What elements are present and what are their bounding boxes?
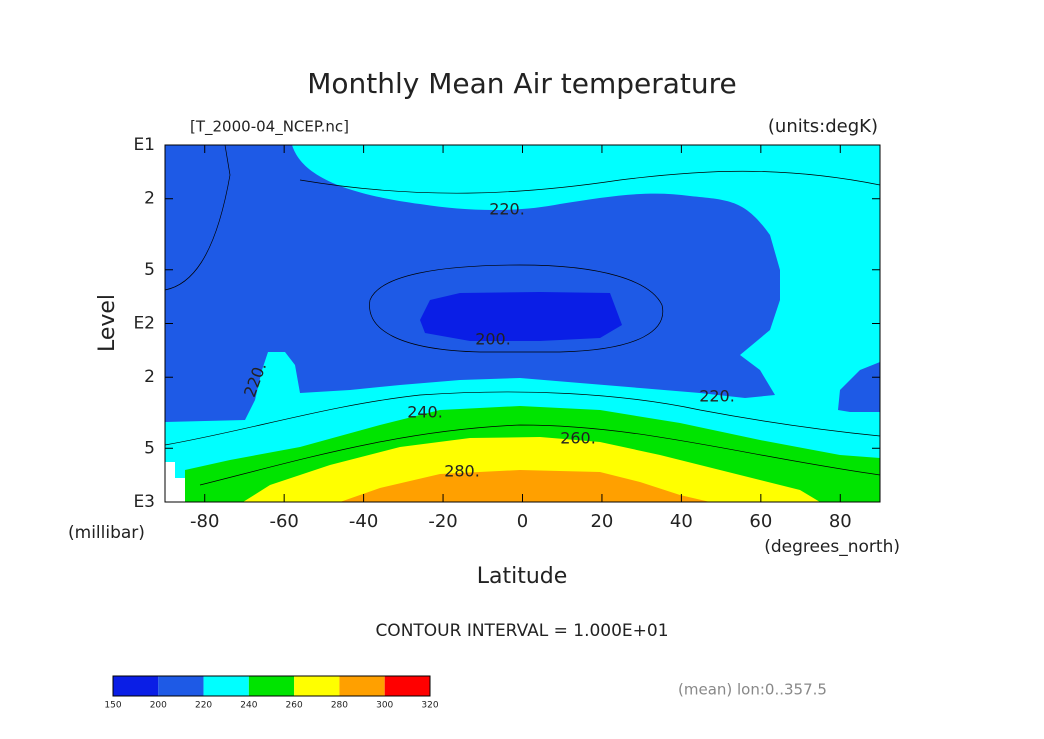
footnote: (mean) lon:0..357.5 — [678, 681, 827, 699]
contour-label: 240. — [407, 403, 443, 422]
colorbar-label: 320 — [421, 701, 438, 711]
colorbar-swatch — [113, 676, 159, 696]
contour-label: 280. — [444, 462, 480, 481]
x-tick-label: 60 — [749, 511, 772, 532]
contour-region — [340, 470, 710, 502]
y-tick-label: E2 — [133, 314, 155, 334]
x-tick-label: -20 — [428, 511, 457, 532]
contour-label: 200. — [475, 330, 511, 349]
colorbar-label: 200 — [150, 701, 167, 711]
contour-label: 220. — [699, 387, 735, 406]
contour-line — [199, 424, 881, 486]
colorbar-swatch — [203, 676, 249, 696]
contour-region — [165, 145, 780, 422]
colorbar-frame — [112, 675, 431, 697]
colorbar-label: 220 — [195, 701, 212, 711]
colorbar-label: 280 — [331, 701, 348, 711]
x-tick-label: -80 — [190, 511, 219, 532]
colorbar-label: 240 — [240, 701, 257, 711]
contour-line — [164, 391, 881, 446]
contour-region — [243, 437, 820, 502]
contour-label: 260. — [560, 429, 596, 448]
colorbar-swatch — [339, 676, 385, 696]
y-tick-label: 5 — [144, 260, 155, 280]
x-units: (degrees_north) — [764, 537, 900, 557]
missing-data — [165, 462, 185, 502]
x-tick-label: 40 — [670, 511, 693, 532]
colorbar-swatch — [384, 676, 430, 696]
x-tick-label: -40 — [349, 511, 378, 532]
colorbar-label: 300 — [376, 701, 393, 711]
y-tick-label: 2 — [144, 189, 155, 209]
x-tick-label: 20 — [590, 511, 613, 532]
contour-region — [420, 292, 622, 341]
contour-interval: CONTOUR INTERVAL = 1.000E+01 — [375, 621, 668, 641]
contour-line — [369, 264, 664, 353]
y-tick-label: E1 — [133, 135, 155, 155]
y-tick-label: E3 — [133, 492, 155, 512]
file-label: [T_2000-04_NCEP.nc] — [190, 118, 349, 137]
colorbar-label: 260 — [286, 701, 303, 711]
contour-line — [164, 144, 231, 291]
y-axis-label: Level — [95, 294, 120, 352]
x-tick-label: -60 — [269, 511, 298, 532]
contour-label: 220. — [489, 200, 525, 219]
colorbar-label: 150 — [104, 701, 121, 711]
colorbar-swatch — [294, 676, 340, 696]
y-units: (millibar) — [68, 523, 145, 543]
colorbar-swatch — [248, 676, 295, 696]
chart-title: Monthly Mean Air temperature — [307, 67, 737, 100]
y-tick-label: 5 — [144, 438, 155, 458]
x-tick-label: 0 — [517, 511, 528, 532]
contour-field — [164, 144, 881, 502]
units-label: (units:degK) — [768, 116, 878, 137]
x-axis-label: Latitude — [477, 564, 568, 589]
colorbar-swatch — [158, 676, 204, 696]
contour-region — [838, 362, 880, 412]
contour-line — [299, 170, 881, 194]
x-tick-label: 80 — [829, 511, 852, 532]
y-tick-label: 2 — [144, 367, 155, 387]
